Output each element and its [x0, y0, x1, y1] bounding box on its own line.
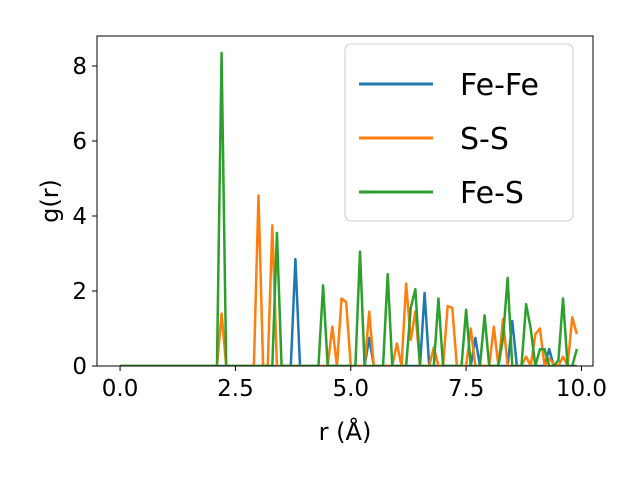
- x-tick-label: 2.5: [217, 376, 254, 402]
- x-tick-label: 10.0: [556, 376, 607, 402]
- y-tick-label: 4: [72, 204, 87, 230]
- legend-frame: [344, 43, 574, 222]
- x-axis: 0.0 2.5 5.0 7.5 10.0: [102, 366, 607, 402]
- y-axis-label: g(r): [36, 179, 64, 223]
- x-tick-label: 5.0: [332, 376, 369, 402]
- legend-label: S-S: [460, 122, 509, 157]
- legend-label: Fe-Fe: [460, 68, 539, 103]
- y-tick-label: 6: [72, 129, 87, 155]
- x-axis-label: r (Å): [319, 417, 372, 446]
- y-tick-label: 0: [72, 354, 87, 380]
- y-axis: 0 2 4 6 8: [72, 54, 97, 380]
- y-tick-label: 8: [72, 54, 87, 80]
- legend-label: Fe-S: [460, 176, 524, 211]
- series-line-fe-s: [120, 51, 579, 366]
- y-tick-label: 2: [72, 279, 87, 305]
- plot-frame: [96, 35, 594, 367]
- legend: Fe-Fe S-S Fe-S: [344, 43, 574, 222]
- x-tick-label: 0.0: [102, 376, 139, 402]
- x-tick-label: 7.5: [448, 376, 485, 402]
- series-layer: [120, 51, 579, 366]
